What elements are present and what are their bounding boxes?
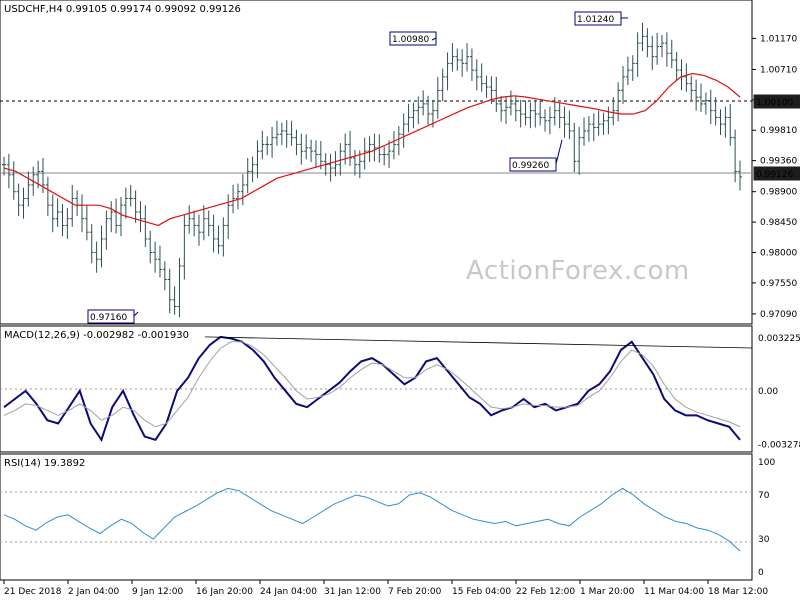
time-axis-label: 18 Mar 12:00 [708,587,768,597]
time-axis-label: 15 Feb 04:00 [452,587,511,597]
macd-series-line [3,335,741,443]
current-price-tag-text: 0.99126 [756,170,793,180]
high-label-text: 1.00980 [392,35,429,45]
price-axis-label: 0.97090 [760,310,797,320]
moving-average [3,72,741,227]
moving-average-line [3,72,741,227]
rsi-axis-label: 70 [758,491,770,501]
price-title: USDCHF,H4 0.99105 0.99174 0.99092 0.9912… [4,4,241,15]
time-axis-label: 31 Jan 12:00 [324,587,381,597]
rsi-line [3,487,741,552]
macd-lines [3,335,753,443]
rsi-title: RSI(14) 19.3892 [4,458,86,469]
time-axis-label: 16 Jan 20:00 [196,587,253,597]
low-label-leader [133,311,139,317]
rsi-axis-label: 100 [758,458,775,468]
low-label-box [87,309,135,324]
price-axis-label: 0.99360 [760,157,797,167]
time-axis-label: 21 Dec 2018 [4,587,62,597]
macd-axis-label: 0.003225 [758,334,800,344]
price-axis-label: 1.01170 [760,34,797,44]
macd-panel [0,325,753,453]
swing-low-label-text: 0.99260 [512,161,549,171]
rsi-axis-label: 0 [758,568,764,578]
watermark: ActionForex.com [466,256,690,286]
price-panel [0,0,753,325]
rsi-series-line [3,487,741,552]
macd-axis-label: -0.003278 [758,440,800,450]
macd-trendline [204,336,753,349]
price-axis-label: 0.98000 [760,248,797,258]
rsi-axis-label: 30 [758,535,770,545]
level-tag-box [753,94,800,109]
macd-title: MACD(12,26,9) -0.002982 -0.001930 [4,330,189,341]
price-axis-label: 0.98900 [760,188,797,198]
time-axis-label: 2 Jan 04:00 [68,587,120,597]
time-axis-label: 9 Jan 12:00 [132,587,184,597]
axis-labels: 1.011701.007101.002600.998100.993600.989… [752,34,800,578]
price-axis-label: 1.00710 [760,65,797,75]
peak-label-text: 1.01240 [577,15,614,25]
time-axis-label: 1 Mar 20:00 [580,587,635,597]
macd-axis-label: 0.00 [758,387,778,397]
time-axis-label: 24 Jan 04:00 [260,587,317,597]
high-label-leader [431,37,437,41]
swing-low-label-leader [555,139,563,165]
swing-low-label-box [509,157,557,172]
price-axis-label: 0.98450 [760,218,797,228]
time-axis-label: 11 Mar 04:00 [644,587,704,597]
time-axis-label: 7 Feb 20:00 [388,587,442,597]
rsi-panel [0,453,753,581]
time-axis-label: 22 Feb 12:00 [516,587,575,597]
level-tag-text: 1.00100 [756,98,793,108]
price-bars [2,22,742,318]
time-axis: 21 Dec 2018 2 Jan 04:00 9 Jan 12:00 16 Jan … [3,580,768,597]
signal-series-line [3,341,741,428]
price-axis-label: 0.97550 [760,279,797,289]
price-annotations: 0.97160 1.00980 0.99260 1.01240 0.99126 1.001… [87,11,800,324]
price-axis-label: 0.99810 [760,126,797,136]
low-label-text: 0.97160 [90,313,127,323]
current-price-tag-box [753,166,800,181]
